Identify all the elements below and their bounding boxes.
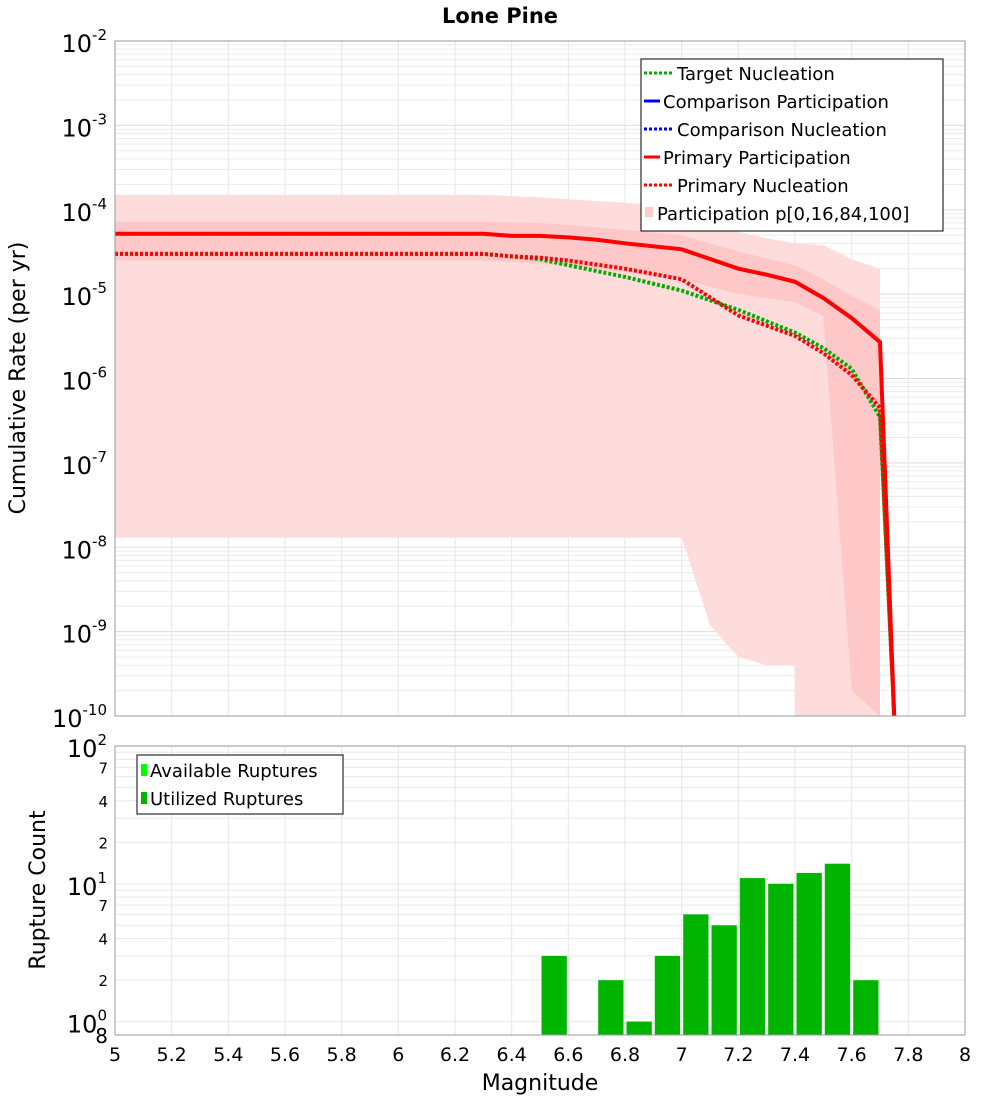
bottom-y-tick-label: 8 <box>95 1024 108 1048</box>
legend-label-primary-participation: Primary Participation <box>663 148 851 169</box>
x-tick-label: 5.6 <box>270 1044 300 1066</box>
top-y-tick-label: 10-8 <box>61 532 107 564</box>
top-y-tick-label: 10-7 <box>61 448 107 480</box>
bottom-y-tick-labels: 8 2 4 7 2 4 7 100 101 102 <box>67 731 108 1048</box>
legend-label-participation-band: Participation p[0,16,84,100] <box>657 204 909 225</box>
legend-label-comparison-participation: Comparison Participation <box>663 92 889 113</box>
rupture-bar-group <box>541 863 879 1035</box>
x-tick-label: 7.6 <box>837 1044 867 1066</box>
bottom-y-decade-label: 102 <box>67 731 107 763</box>
top-legend-box <box>640 58 944 232</box>
legend-label-target-nucleation: Target Nucleation <box>676 64 835 85</box>
bottom-legend: Available Ruptures Utilized Ruptures <box>136 754 344 815</box>
legend-swatch-participation-band <box>645 207 653 217</box>
x-tick-label: 7.2 <box>723 1044 753 1066</box>
legend-swatch-available-ruptures <box>141 764 147 776</box>
series-line-primary-participation <box>115 231 897 717</box>
top-y-tick-label: 10-4 <box>61 195 107 227</box>
bottom-plot-frame <box>114 745 966 1036</box>
participation-outer-band <box>115 194 880 716</box>
legend-swatch-utilized-ruptures <box>141 792 147 804</box>
bar-utilized-ruptures <box>768 883 794 1035</box>
bar-utilized-ruptures <box>711 925 737 1035</box>
x-tick-label: 6 <box>392 1044 404 1066</box>
x-tick-label: 5.4 <box>213 1044 243 1066</box>
legend-label-available-ruptures: Available Ruptures <box>150 761 318 782</box>
top-y-tick-label: 10-3 <box>61 110 107 142</box>
bottom-y-decade-label: 101 <box>67 869 107 901</box>
bottom-y-tick-label: 2 <box>98 834 108 852</box>
x-axis-label: Magnitude <box>482 1071 599 1096</box>
participation-inner-band <box>115 221 880 717</box>
top-y-tick-label: 10-6 <box>61 364 107 396</box>
bottom-y-tick-label: 7 <box>98 897 108 915</box>
bar-utilized-ruptures <box>598 980 624 1035</box>
bar-utilized-ruptures <box>654 955 681 1035</box>
x-tick-labels: 5 5.2 5.4 5.6 5.8 6 6.2 6.4 6.6 6.8 7 7.2 7.4 7.6 7.8 8 <box>109 1044 971 1066</box>
top-y-axis-label: Cumulative Rate (per yr) <box>6 242 31 515</box>
x-tick-label: 5 <box>109 1044 121 1066</box>
bar-utilized-ruptures <box>626 1021 652 1035</box>
x-tick-label: 5.2 <box>157 1044 187 1066</box>
x-tick-label: 7.4 <box>780 1044 810 1066</box>
series-line-primary-nucleation <box>115 251 897 717</box>
bottom-y-tick-label: 4 <box>98 793 108 811</box>
bottom-y-tick-label: 2 <box>98 972 108 990</box>
bottom-y-axis-label: Rupture Count <box>26 810 51 970</box>
top-y-tick-labels: 10-2 10-3 10-4 10-5 10-6 10-7 10-8 10-9 10-10 <box>52 26 107 733</box>
rate-series-group <box>115 231 897 717</box>
legend-label-primary-nucleation: Primary Nucleation <box>677 176 849 197</box>
x-tick-label: 6.6 <box>553 1044 583 1066</box>
x-tick-label: 6.8 <box>610 1044 640 1066</box>
x-tick-label: 7.8 <box>893 1044 923 1066</box>
bar-utilized-ruptures <box>796 872 822 1035</box>
bar-utilized-ruptures <box>739 878 766 1035</box>
x-tick-label: 6.2 <box>440 1044 470 1066</box>
legend-label-utilized-ruptures: Utilized Ruptures <box>150 789 303 810</box>
bar-utilized-ruptures <box>683 914 709 1035</box>
top-legend: Target Nucleation Comparison Participati… <box>640 58 944 232</box>
bottom-y-tick-label: 4 <box>98 931 108 949</box>
top-y-tick-label: 10-9 <box>61 617 107 649</box>
top-y-tick-label: 10-10 <box>52 701 107 733</box>
bar-utilized-ruptures <box>824 863 851 1035</box>
bottom-legend-box <box>136 754 344 815</box>
x-tick-label: 6.4 <box>497 1044 527 1066</box>
chart-title: Lone Pine <box>442 4 558 28</box>
top-y-tick-label: 10-2 <box>61 26 107 58</box>
bar-utilized-ruptures <box>541 955 567 1035</box>
bottom-y-tick-label: 7 <box>98 759 108 777</box>
x-tick-label: 8 <box>959 1044 971 1066</box>
top-y-tick-label: 10-5 <box>61 279 107 311</box>
x-tick-label: 5.8 <box>327 1044 357 1066</box>
x-tick-label: 7 <box>676 1044 688 1066</box>
participation-band-group <box>115 194 880 717</box>
bar-utilized-ruptures <box>853 980 879 1035</box>
top-plot-frame <box>114 40 966 717</box>
bottom-y-decade-label: 100 <box>67 1007 107 1039</box>
legend-label-comparison-nucleation: Comparison Nucleation <box>677 120 887 141</box>
